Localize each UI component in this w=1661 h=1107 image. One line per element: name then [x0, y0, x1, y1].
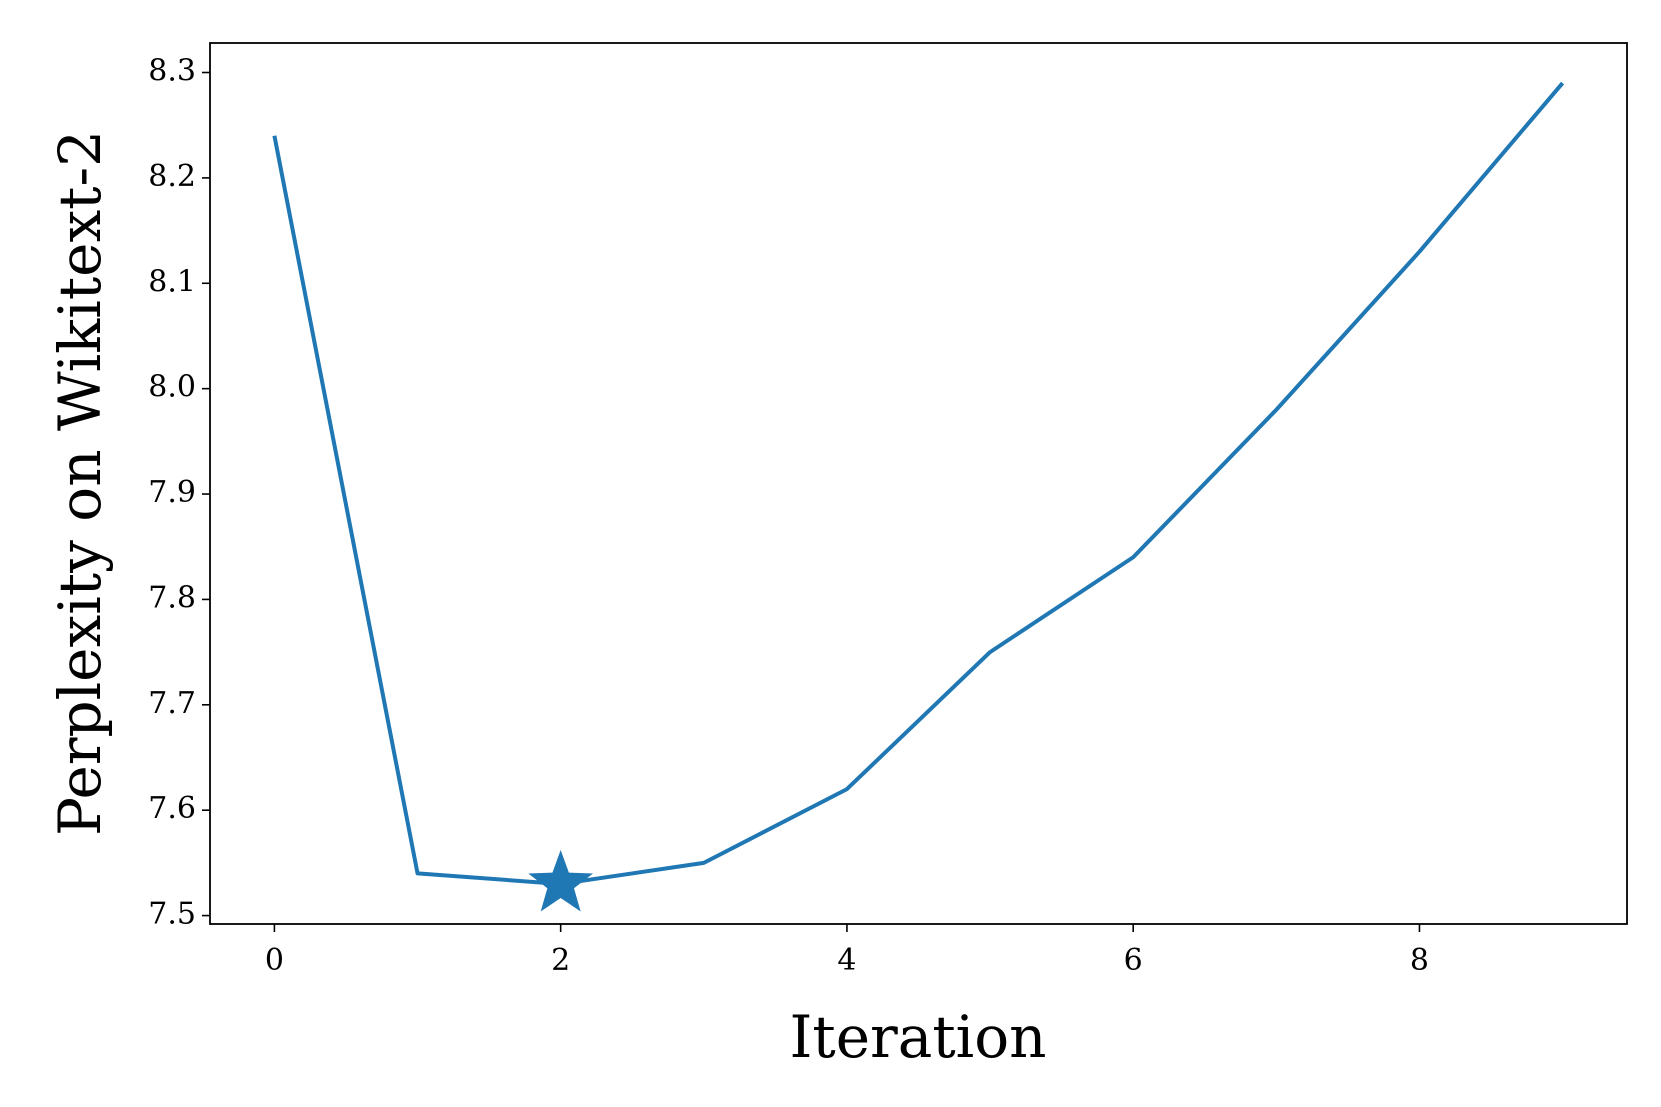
series-line [272, 81, 1565, 886]
y-tick-label: 8.2 [148, 159, 196, 194]
plot-frame [209, 42, 1628, 925]
x-tick-label: 0 [265, 943, 284, 978]
x-tick-label: 8 [1410, 943, 1429, 978]
y-axis-label: Perplexity on Wikitext-2 [46, 130, 114, 836]
y-tick-label: 8.1 [148, 264, 196, 299]
y-tick-label: 7.5 [148, 897, 196, 932]
highlight-star [528, 849, 594, 912]
x-tick-label: 6 [1124, 943, 1143, 978]
y-tick-label: 8.0 [148, 370, 196, 405]
y-tick-label: 7.9 [148, 475, 196, 510]
x-tick-label: 2 [551, 943, 570, 978]
y-tick-label: 7.8 [148, 580, 196, 615]
y-tick-label: 7.6 [148, 791, 196, 826]
y-tick-label: 7.7 [148, 686, 196, 721]
x-axis-label: Iteration [790, 1003, 1047, 1071]
x-tick-label: 4 [837, 943, 856, 978]
y-tick-label: 8.3 [148, 54, 196, 89]
